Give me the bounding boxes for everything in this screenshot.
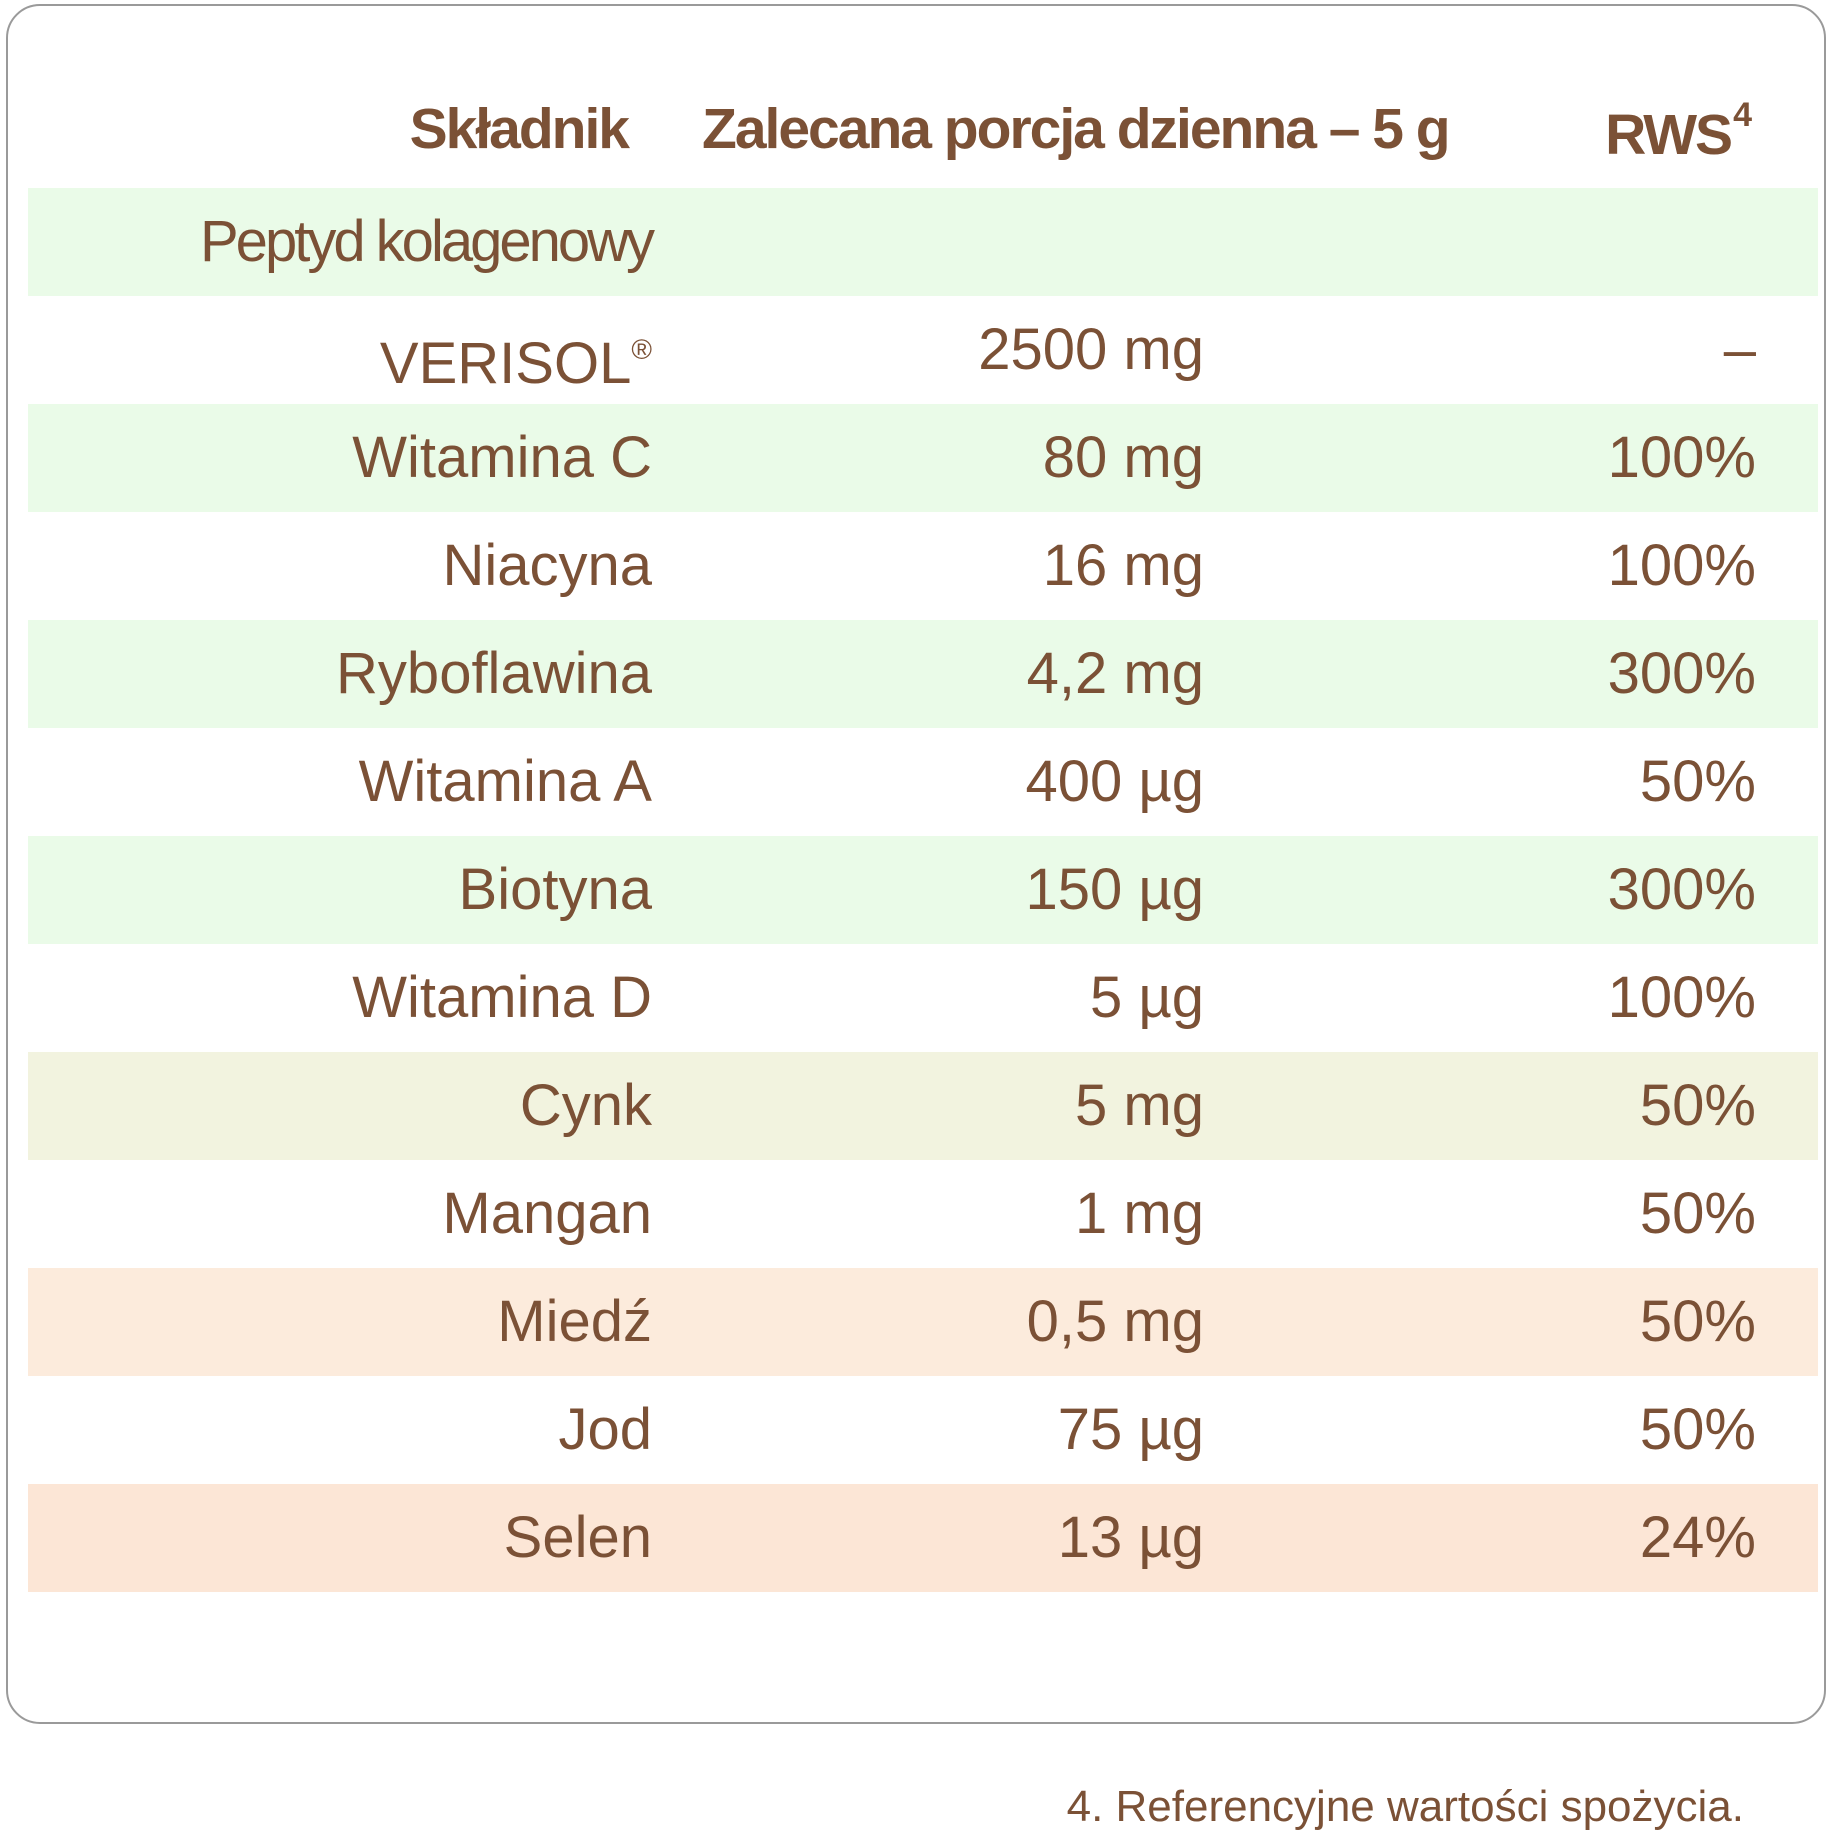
ingredient-name-text: Biotyna [458, 857, 652, 922]
table-row: Jod 75 µg 50% [28, 1376, 1818, 1484]
table-row: Miedź 0,5 mg 50% [28, 1268, 1818, 1376]
daily-portion-amount: 16 mg [1042, 533, 1204, 598]
rws-percentage: 24% [1639, 1505, 1756, 1570]
ingredient-name: Jod [558, 1376, 652, 1484]
daily-portion-amount: 150 µg [1025, 857, 1204, 922]
header-daily-portion: Zalecana porcja dzienna – 5 g [702, 97, 1451, 161]
rws-percentage: 50% [1639, 1073, 1756, 1138]
rws-percentage: 50% [1639, 1397, 1756, 1462]
table-row: Peptyd kolagenowy [28, 188, 1818, 296]
ingredient-name: Niacyna [442, 512, 652, 620]
daily-portion-amount: 5 mg [1075, 1073, 1204, 1138]
ingredient-name-text: Peptyd kolagenowy [200, 209, 655, 274]
ingredient-name-text: Jod [558, 1397, 652, 1462]
table-row: Mangan 1 mg 50% [28, 1160, 1818, 1268]
ingredient-name-text: Witamina A [358, 749, 652, 814]
rws-percentage: 50% [1639, 749, 1756, 814]
rws-percentage: 300% [1607, 857, 1756, 922]
ingredient-name: Witamina C [352, 404, 652, 512]
ingredient-name-text: VERISOL [379, 331, 632, 396]
table-row: Witamina D 5 µg 100% [28, 944, 1818, 1052]
table-row: Niacyna 16 mg 100% [28, 512, 1818, 620]
rws-percentage: 300% [1607, 641, 1756, 706]
daily-portion-amount: 0,5 mg [1026, 1289, 1204, 1354]
table-row: Selen 13 µg 24% [28, 1484, 1818, 1592]
rws-percentage: 50% [1639, 1181, 1756, 1246]
ingredient-name-text: Witamina C [352, 425, 652, 490]
daily-portion-amount: 80 mg [1042, 425, 1204, 490]
table-row: Witamina C 80 mg 100% [28, 404, 1818, 512]
rws-percentage: 50% [1639, 1289, 1756, 1354]
registered-trademark-mark: ® [631, 334, 652, 365]
ingredient-name: VERISOL® [380, 296, 652, 418]
header-rws: RWS4 [1605, 96, 1752, 168]
ingredient-name-text: Witamina D [352, 965, 652, 1030]
ingredient-name-text: Cynk [519, 1073, 652, 1138]
ingredient-name: Witamina D [352, 944, 652, 1052]
ingredient-name: Peptyd kolagenowy [200, 188, 655, 296]
ingredient-name: Miedź [497, 1268, 652, 1376]
rws-percentage: 100% [1607, 965, 1756, 1030]
ingredient-name: Biotyna [459, 836, 652, 944]
daily-portion-amount: 75 µg [1057, 1397, 1204, 1462]
header-rws-footnote-marker: 4 [1733, 96, 1752, 134]
table-row: Cynk 5 mg 50% [28, 1052, 1818, 1160]
daily-portion-amount: 4,2 mg [1026, 641, 1204, 706]
ingredient-name-text: Selen [503, 1505, 652, 1570]
table-row: Biotyna 150 µg 300% [28, 836, 1818, 944]
ingredient-name: Witamina A [359, 728, 652, 836]
daily-portion-amount: 1 mg [1075, 1181, 1204, 1246]
ingredient-name: Ryboflawina [336, 620, 652, 728]
ingredients-table-body: Peptyd kolagenowy VERISOL® 2500 mg – Witamin… [28, 188, 1818, 1592]
ingredient-name-text: Ryboflawina [336, 641, 652, 706]
table-row: Ryboflawina 4,2 mg 300% [28, 620, 1818, 728]
rws-percentage: 100% [1607, 425, 1756, 490]
footnote: 4. Referencyjne wartości spożycia. [1066, 1782, 1744, 1831]
header-ingredient: Składnik [409, 97, 630, 161]
ingredient-name: Selen [504, 1484, 652, 1592]
table-header: Składnik Zalecana porcja dzienna – 5 g R… [8, 96, 1824, 186]
ingredient-name-text: Mangan [442, 1181, 652, 1246]
supplement-facts-card: Składnik Zalecana porcja dzienna – 5 g R… [6, 4, 1826, 1724]
rws-percentage: 100% [1607, 533, 1756, 598]
daily-portion-amount: 400 µg [1025, 749, 1204, 814]
daily-portion-amount: 13 µg [1057, 1505, 1204, 1570]
ingredient-name: Cynk [520, 1052, 652, 1160]
ingredient-name-text: Niacyna [442, 533, 652, 598]
ingredient-name: Mangan [442, 1160, 652, 1268]
header-rws-label: RWS [1605, 103, 1733, 167]
ingredient-name-text: Miedź [497, 1289, 652, 1354]
rws-percentage: – [1723, 317, 1756, 382]
table-row: Witamina A 400 µg 50% [28, 728, 1818, 836]
daily-portion-amount: 5 µg [1089, 965, 1204, 1030]
table-row: VERISOL® 2500 mg – [28, 296, 1818, 404]
daily-portion-amount: 2500 mg [978, 317, 1204, 382]
